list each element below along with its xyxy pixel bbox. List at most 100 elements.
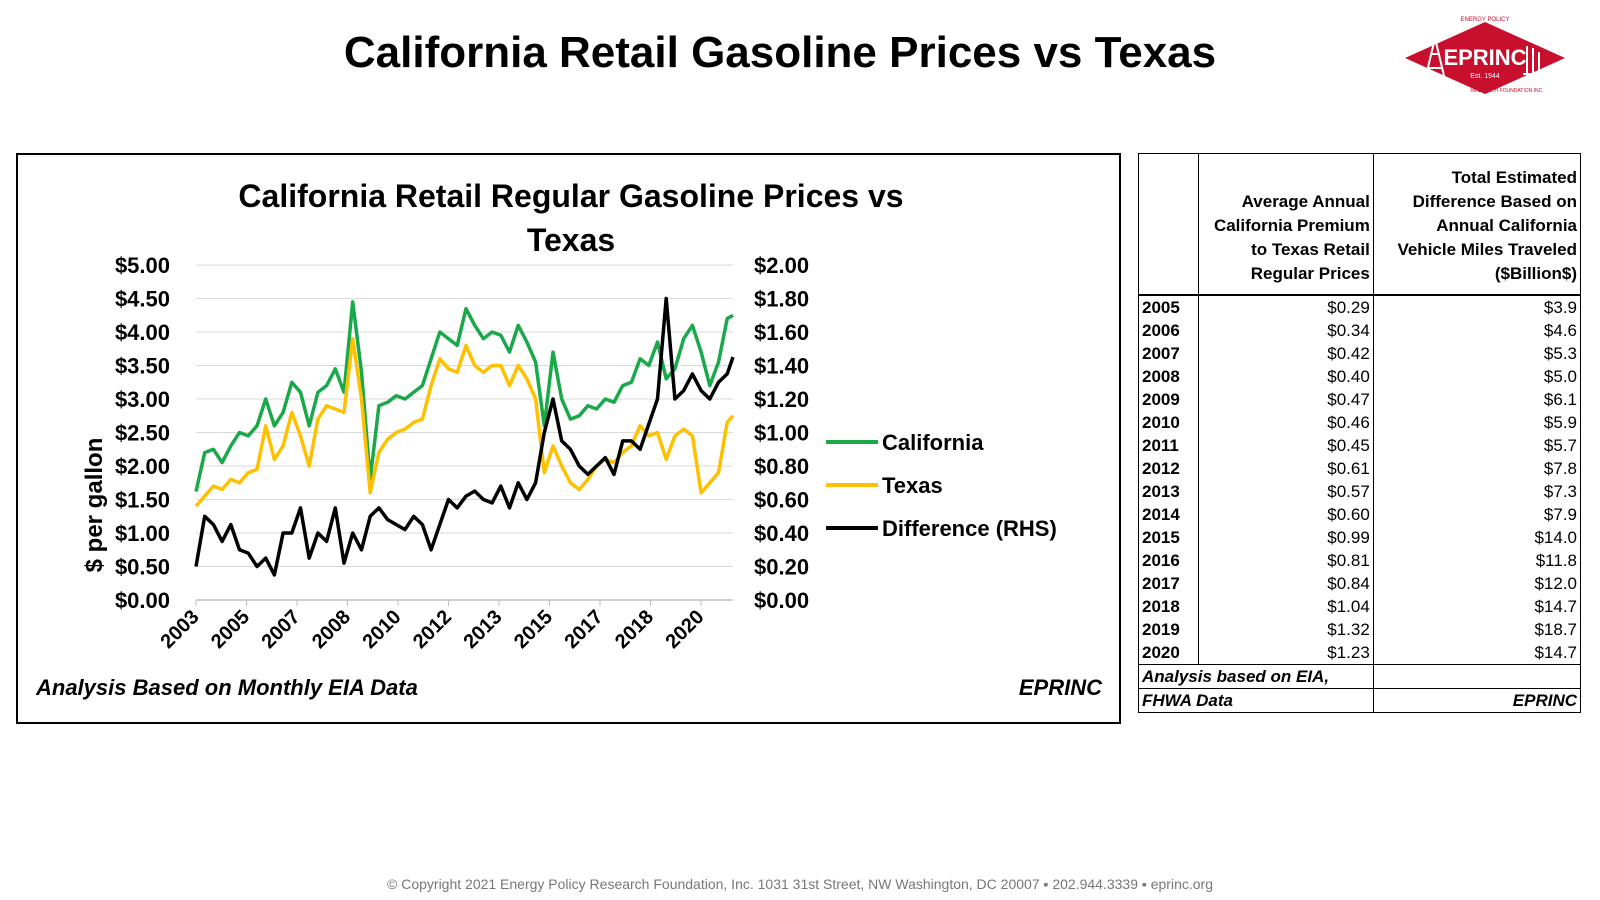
- eprinc-logo: EPRINC Est. 1944 ENERGY POLICY RESEARCH …: [1405, 17, 1565, 94]
- y-axis-label: $ per gallon: [81, 438, 108, 573]
- table-note-line1: Analysis based on EIA,: [1138, 664, 1374, 689]
- y-left-tick-label: $3.50: [115, 354, 170, 379]
- cell-premium: $1.32: [1198, 618, 1374, 641]
- cell-premium: $0.60: [1198, 503, 1374, 526]
- cell-premium: $0.57: [1198, 480, 1374, 503]
- chart-panel: California Retail Regular Gasoline Price…: [16, 153, 1121, 724]
- table-row: 2017 $0.84 $12.0: [1138, 572, 1581, 595]
- cell-year: 2018: [1138, 595, 1199, 618]
- y-right-tick-label: $1.00: [754, 421, 809, 446]
- legend-label: California: [882, 430, 984, 455]
- x-tick-label: 2007: [258, 606, 305, 653]
- x-tick-label: 2017: [561, 606, 608, 653]
- table-row: 2013 $0.57 $7.3: [1138, 480, 1581, 503]
- right-axis-ticks: $2.00 $1.80 $1.60 $1.40 $1.20 $1.00 $0.80 $0.60…: [754, 253, 809, 613]
- legend-label: Texas: [882, 473, 943, 498]
- table-row: 2011 $0.45 $5.7: [1138, 434, 1581, 457]
- x-tick-label: 2005: [207, 606, 254, 653]
- table-credit: EPRINC: [1373, 688, 1581, 713]
- cell-total: $7.9: [1543, 505, 1577, 524]
- cell-year: 2010: [1138, 411, 1199, 434]
- x-tick-label: 2020: [662, 606, 709, 653]
- footer-copyright: © Copyright 2021 Energy Policy Research …: [387, 876, 1213, 892]
- x-tick-label: 2015: [510, 606, 557, 653]
- cell-premium: $0.46: [1198, 411, 1374, 434]
- table-row: 2015 $0.99 $14.0: [1138, 526, 1581, 549]
- table-row: 2007 $0.42 $5.3: [1138, 342, 1581, 365]
- series-lines: [194, 296, 735, 577]
- cell-year: 2015: [1138, 526, 1199, 549]
- y-right-tick-label: $0.40: [754, 521, 809, 546]
- y-right-tick-label: $1.80: [754, 287, 809, 312]
- chart-credit: EPRINC: [1019, 675, 1103, 700]
- cell-premium: $0.47: [1198, 388, 1374, 411]
- header-year: [1138, 153, 1199, 295]
- x-axis-ticks: 2003 2005 2007 2008 2010 2012 2013 2015 2017 2018…: [157, 600, 709, 653]
- cell-year: 2017: [1138, 572, 1199, 595]
- y-left-tick-label: $5.00: [115, 253, 170, 278]
- table-note-line2: FHWA Data: [1138, 688, 1374, 713]
- table-note-row: Analysis based on EIA,: [1138, 664, 1581, 689]
- y-right-tick-label: $1.40: [754, 354, 809, 379]
- cell-year: 2007: [1138, 342, 1199, 365]
- y-left-tick-label: $4.00: [115, 320, 170, 345]
- cell-year: 2006: [1138, 319, 1199, 342]
- x-tick-label: 2013: [460, 606, 507, 653]
- left-axis-ticks: $5.00 $4.50 $4.00 $3.50 $3.00 $2.50 $2.00 $1.50…: [115, 253, 170, 613]
- cell-year: 2005: [1138, 295, 1199, 319]
- cell-premium: $1.04: [1198, 595, 1374, 618]
- y-right-tick-label: $0.00: [754, 588, 809, 613]
- cell-year: 2008: [1138, 365, 1199, 388]
- table-header-row: Average Annual California Premium to Tex…: [1138, 153, 1581, 295]
- cell-year: 2019: [1138, 618, 1199, 641]
- logo-arc-top: ENERGY POLICY: [1461, 17, 1510, 23]
- logo-arc-bottom: RESEARCH FOUNDATION INC.: [1470, 88, 1543, 94]
- cell-year: 2009: [1138, 388, 1199, 411]
- logo-est: Est. 1944: [1470, 73, 1500, 80]
- table-row: 2014 $0.60 $7.9: [1138, 503, 1581, 526]
- series-line-difference-rhs: [194, 296, 735, 577]
- y-left-tick-label: $1.50: [115, 488, 170, 513]
- legend: California Texas Difference (RHS): [826, 430, 1057, 541]
- y-right-tick-label: $1.20: [754, 387, 809, 412]
- chart-title-line1: California Retail Regular Gasoline Price…: [238, 178, 903, 214]
- cell-year: 2013: [1138, 480, 1199, 503]
- cell-total: $14.7: [1534, 643, 1577, 662]
- y-left-tick-label: $2.50: [115, 421, 170, 446]
- derrick-icon: [1424, 37, 1446, 81]
- chart-title-line2: Texas: [527, 222, 615, 258]
- y-left-tick-label: $3.00: [115, 387, 170, 412]
- x-tick-label: 2008: [308, 606, 355, 653]
- cell-year: 2012: [1138, 457, 1199, 480]
- price-chart: California Retail Regular Gasoline Price…: [35, 178, 1103, 700]
- cell-total: $18.7: [1534, 620, 1577, 639]
- table-row: 2018 $1.04 $14.7: [1138, 595, 1581, 618]
- refinery-icon: [1523, 46, 1547, 75]
- series-line-california: [194, 300, 734, 492]
- header-premium: Average Annual California Premium to Tex…: [1198, 153, 1374, 295]
- cell-premium: $0.45: [1198, 434, 1374, 457]
- cell-premium: $0.99: [1198, 526, 1374, 549]
- cell-premium: $0.42: [1198, 342, 1374, 365]
- table-row: 2006 $0.34 $4.6: [1138, 319, 1581, 342]
- table-body: 2005 $0.29 $3.9 2006 $0.34 $4.6 2007 $0.42 $5.3 2…: [1138, 295, 1581, 665]
- y-left-tick-label: $0.50: [115, 555, 170, 580]
- table-row: 2019 $1.32 $18.7: [1138, 618, 1581, 641]
- table-row: 2016 $0.81 $11.8: [1138, 549, 1581, 572]
- x-tick-label: 2018: [611, 606, 658, 653]
- chart-source-note: Analysis Based on Monthly EIA Data: [35, 675, 418, 700]
- y-right-tick-label: $1.60: [754, 320, 809, 345]
- table-row: 2020 $1.23 $14.7: [1138, 641, 1581, 665]
- table-row: 2012 $0.61 $7.8: [1138, 457, 1581, 480]
- logo-name: EPRINC: [1443, 45, 1526, 70]
- cell-total: $12.0: [1534, 574, 1577, 593]
- y-left-tick-label: $1.00: [115, 521, 170, 546]
- cell-total: $5.9: [1543, 413, 1577, 432]
- y-right-tick-label: $0.60: [754, 488, 809, 513]
- cell-premium: $0.29: [1198, 295, 1374, 319]
- table-row: 2010 $0.46 $5.9: [1138, 411, 1581, 434]
- cell-total: $14.7: [1534, 597, 1577, 616]
- cell-year: 2014: [1138, 503, 1199, 526]
- cell-total: $5.3: [1543, 344, 1577, 363]
- x-tick-label: 2012: [409, 606, 456, 653]
